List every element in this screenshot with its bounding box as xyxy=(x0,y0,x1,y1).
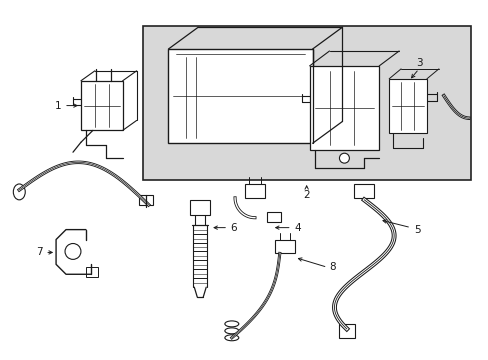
Text: 4: 4 xyxy=(294,222,301,233)
Text: 3: 3 xyxy=(415,58,422,68)
Circle shape xyxy=(339,153,349,163)
Bar xyxy=(142,26,470,180)
Ellipse shape xyxy=(224,328,238,334)
Bar xyxy=(266,212,280,222)
Circle shape xyxy=(65,243,81,260)
Bar xyxy=(244,184,264,198)
Bar xyxy=(168,49,312,143)
Bar xyxy=(86,267,98,277)
Bar xyxy=(138,195,152,205)
Ellipse shape xyxy=(13,184,25,200)
Text: 1: 1 xyxy=(54,100,61,111)
Bar xyxy=(190,200,210,215)
Ellipse shape xyxy=(224,321,238,327)
Bar xyxy=(81,81,122,130)
Bar xyxy=(274,239,294,253)
Bar xyxy=(388,79,426,133)
Text: 8: 8 xyxy=(329,262,335,272)
Bar xyxy=(309,66,379,150)
Bar xyxy=(338,324,354,338)
Ellipse shape xyxy=(224,335,238,341)
Text: 7: 7 xyxy=(37,247,43,257)
Text: 5: 5 xyxy=(413,225,420,235)
Bar xyxy=(354,184,373,198)
Text: 2: 2 xyxy=(303,190,309,200)
Text: 6: 6 xyxy=(230,222,236,233)
